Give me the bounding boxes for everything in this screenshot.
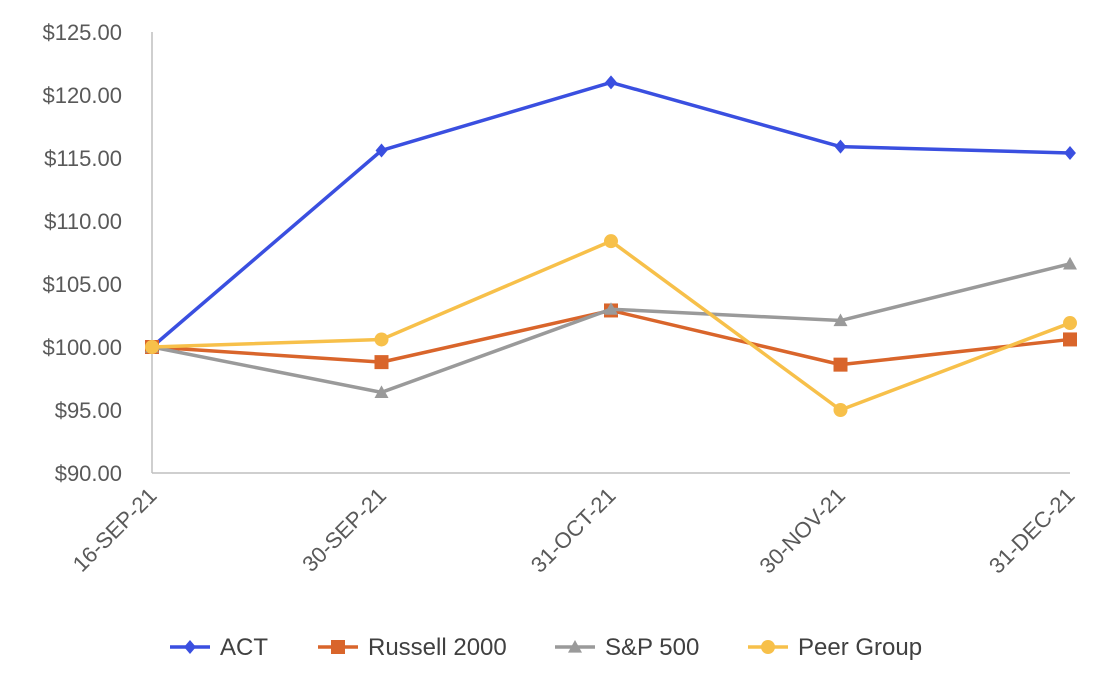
legend-item-russell-2000: Russell 2000	[318, 634, 507, 661]
legend-marker-triangle	[568, 640, 582, 653]
legend-item-s-p-500: S&P 500	[555, 634, 699, 661]
series-peer-group	[145, 234, 1077, 417]
x-tick-label: 30-SEP-21	[297, 483, 391, 577]
axes	[151, 32, 1070, 474]
legend-marker-square	[331, 640, 345, 654]
series-line-s-p-500	[151, 262, 1071, 395]
series-s-p-500	[145, 256, 1077, 398]
legend-label: ACT	[220, 634, 268, 661]
y-axis-ticks: $90.00 $95.00 $100.00 $105.00 $110.00 $115.00…	[42, 20, 122, 486]
data-point-s-p-500	[374, 385, 389, 398]
x-tick-label: 30-NOV-21	[755, 483, 851, 579]
data-point-act	[834, 139, 847, 154]
x-tick-label: 31-DEC-21	[984, 483, 1079, 578]
y-tick-label: $125.00	[42, 20, 122, 45]
data-point-s-p-500	[833, 313, 848, 327]
data-point-peer-group	[1063, 316, 1077, 331]
data-point-act	[375, 143, 388, 158]
data-point-peer-group	[145, 340, 159, 354]
series-act	[146, 75, 1076, 354]
y-tick-label: $95.00	[55, 398, 122, 423]
x-tick-label: 16-SEP-21	[68, 483, 162, 577]
legend-label: Russell 2000	[368, 634, 507, 661]
data-point-act	[1064, 145, 1076, 160]
x-tick-label: 31-OCT-21	[526, 483, 621, 578]
data-point-russell-2000	[1063, 332, 1077, 347]
legend-marker-circle	[761, 640, 775, 654]
y-tick-label: $120.00	[42, 83, 122, 108]
data-point-russell-2000	[374, 355, 389, 370]
data-point-peer-group	[604, 234, 618, 249]
data-point-russell-2000	[833, 357, 848, 372]
data-point-s-p-500	[604, 302, 618, 315]
legend-label: Peer Group	[798, 634, 922, 661]
data-point-peer-group	[374, 332, 389, 347]
series-line-russell-2000	[151, 308, 1071, 367]
legend-label: S&P 500	[605, 634, 699, 661]
legend: ACT Russell 2000 S&P 500 Peer Group	[170, 634, 922, 661]
y-tick-label: $90.00	[55, 461, 122, 486]
x-axis-ticks: 16-SEP-21 30-SEP-21 31-OCT-21 30-NOV-21 31-D…	[68, 483, 1080, 579]
y-tick-label: $105.00	[42, 272, 122, 297]
data-point-s-p-500	[1063, 256, 1077, 270]
y-tick-label: $110.00	[44, 209, 122, 234]
legend-item-peer-group: Peer Group	[748, 634, 922, 661]
series-line-peer-group	[151, 239, 1071, 412]
series-layer	[145, 75, 1077, 417]
legend-item-act: ACT	[170, 634, 268, 661]
legend-marker-diamond	[184, 640, 196, 654]
data-point-peer-group	[833, 403, 848, 417]
y-tick-label: $115.00	[44, 146, 122, 171]
data-point-act	[605, 75, 617, 90]
y-tick-label: $100.00	[42, 335, 122, 360]
